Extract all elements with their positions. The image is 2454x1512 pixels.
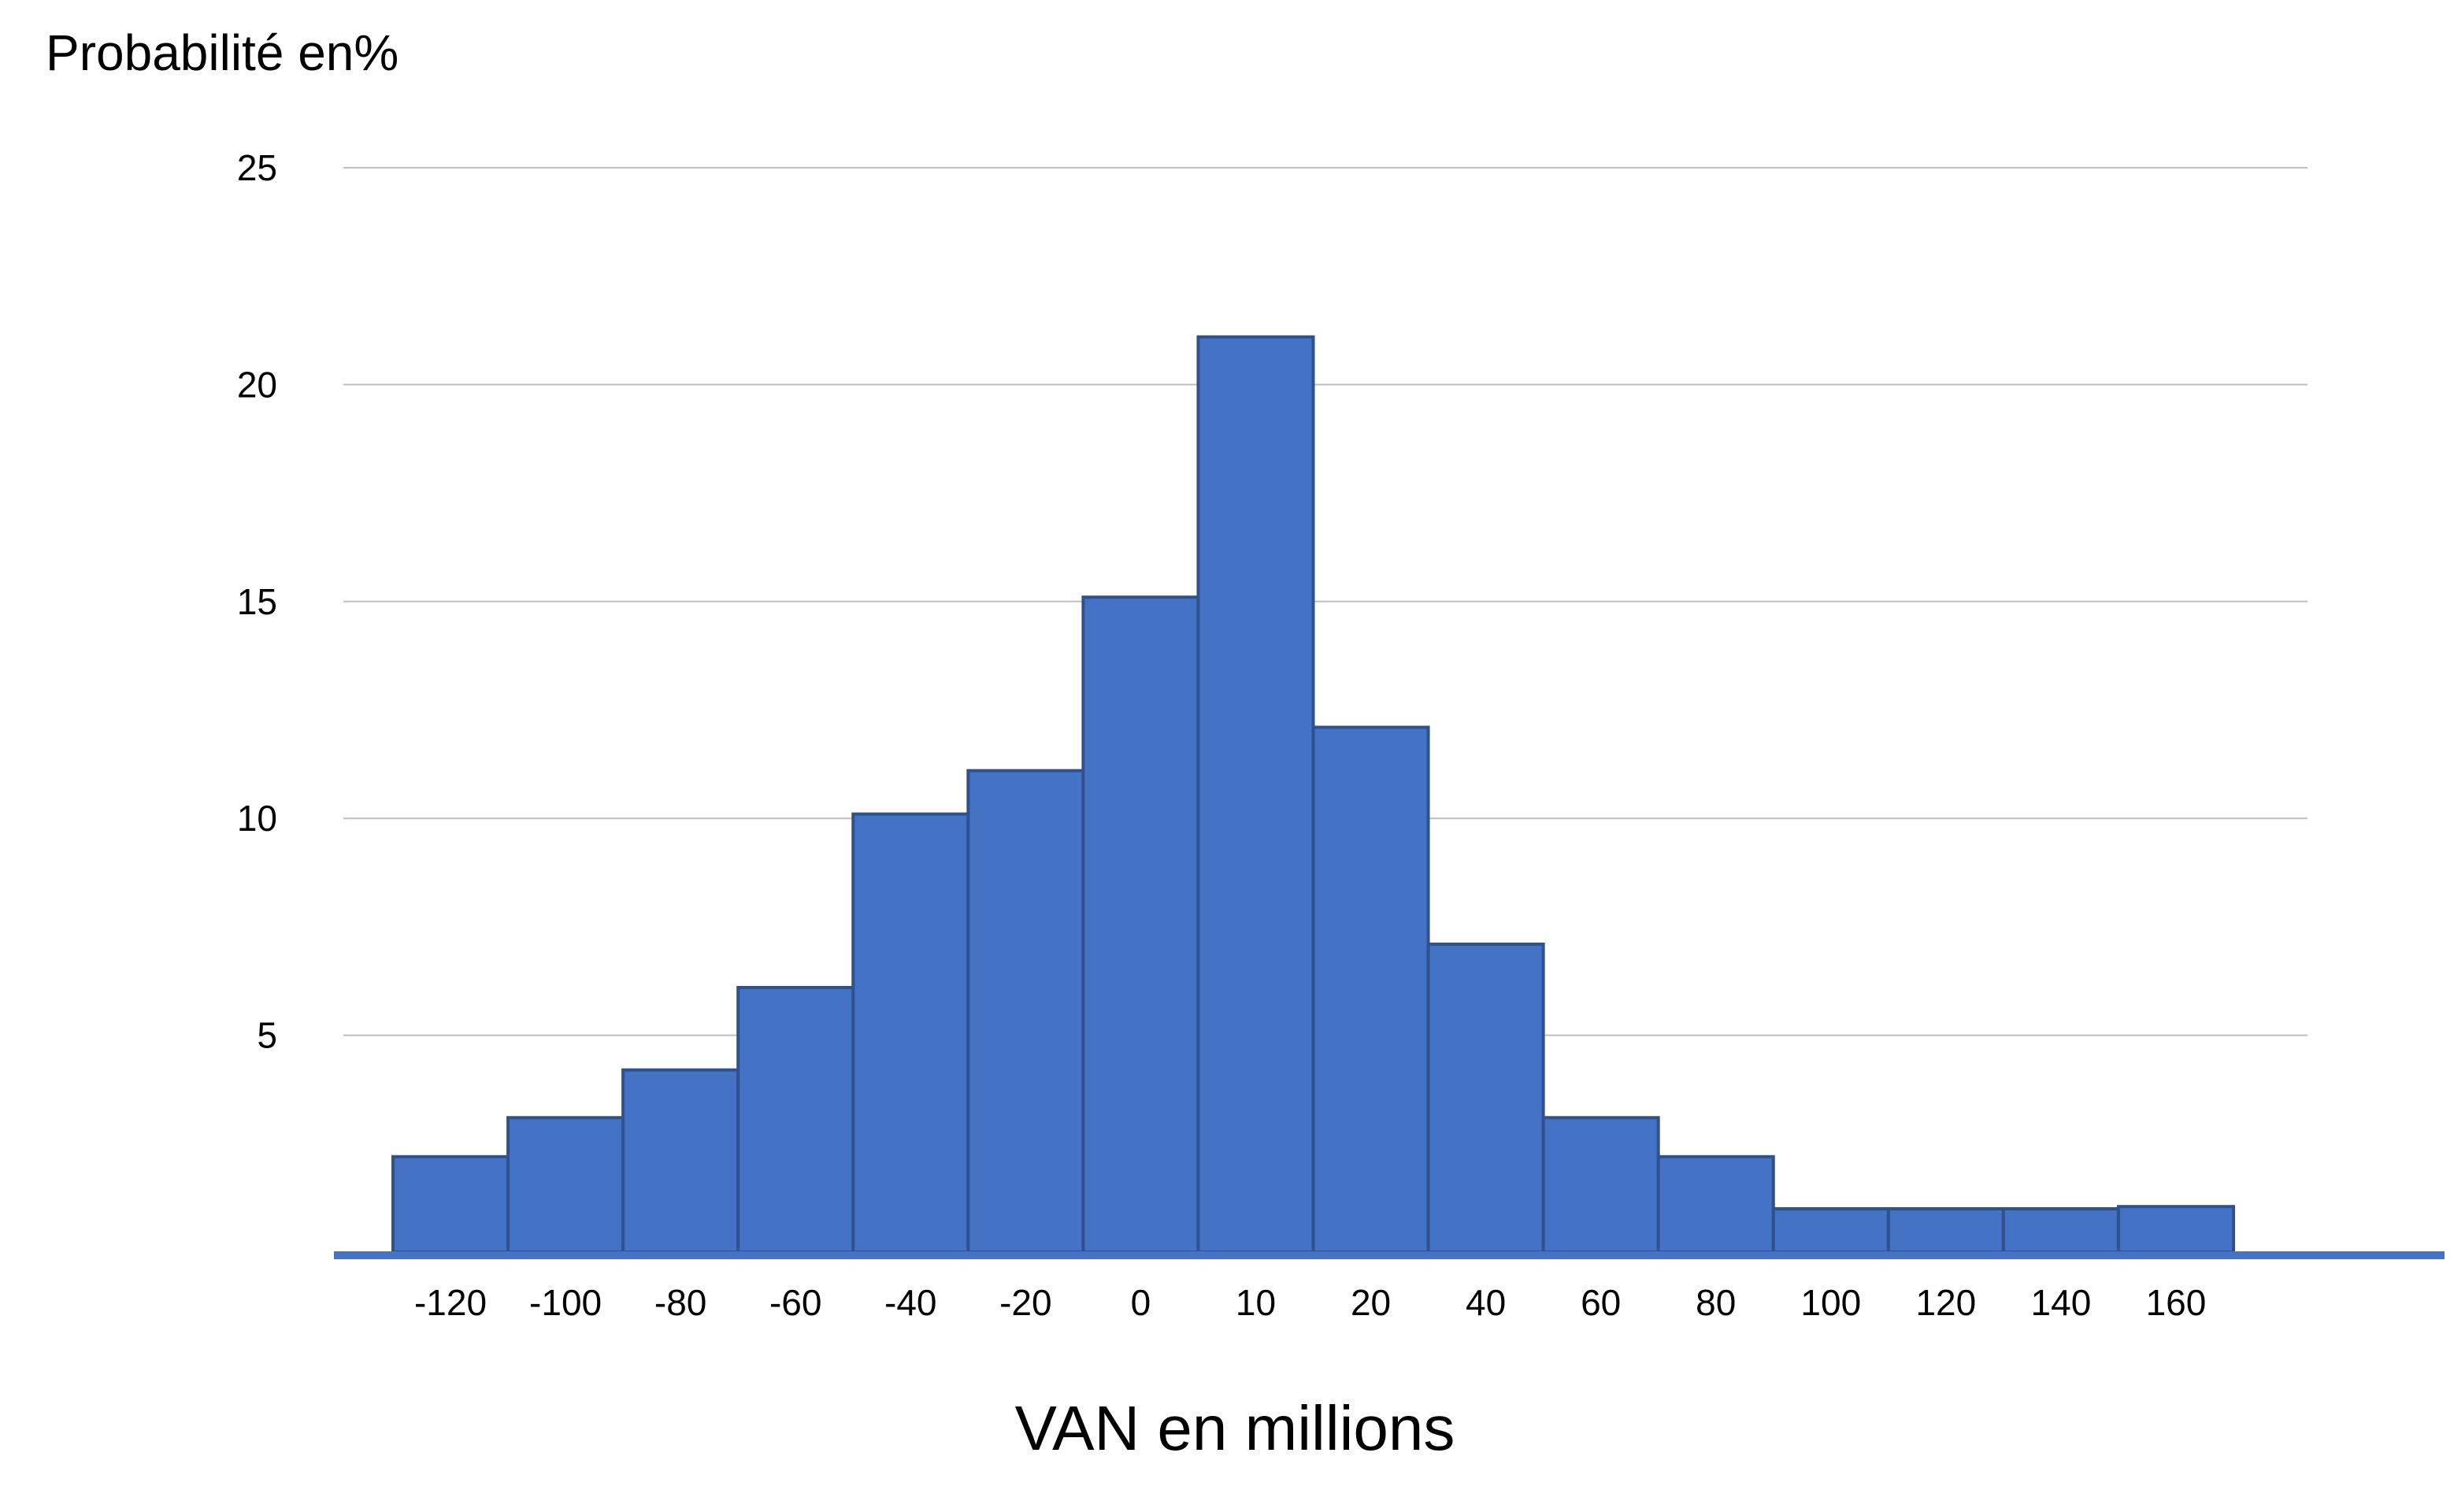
x-tick-label: -60 <box>769 1282 821 1323</box>
x-tick-label: 160 <box>2146 1282 2207 1323</box>
bar-20 <box>1311 725 1430 1254</box>
bar--100 <box>506 1116 625 1254</box>
y-tick-label: 25 <box>237 147 277 188</box>
x-tick-label: -20 <box>999 1282 1051 1323</box>
y-axis-title: Probabilité en% <box>46 24 399 81</box>
bar--60 <box>736 986 855 1254</box>
bar--20 <box>966 769 1085 1254</box>
bar--40 <box>851 812 970 1254</box>
y-tick-label: 5 <box>257 1015 277 1056</box>
bar--120 <box>391 1154 510 1254</box>
x-tick-label: 120 <box>1915 1282 1976 1323</box>
bar-80 <box>1656 1154 1775 1254</box>
x-tick-label: 80 <box>1696 1282 1736 1323</box>
x-tick-label: 60 <box>1581 1282 1621 1323</box>
x-tick-label: 40 <box>1466 1282 1506 1323</box>
y-tick-label: 10 <box>237 798 277 839</box>
bar-10 <box>1196 335 1315 1254</box>
bar-160 <box>2116 1205 2235 1254</box>
bar-0 <box>1081 595 1200 1254</box>
x-axis-title: VAN en millions <box>1014 1393 1455 1463</box>
y-tick-label: 15 <box>237 581 277 622</box>
x-tick-label: 20 <box>1351 1282 1391 1323</box>
bar-140 <box>2001 1206 2120 1254</box>
x-tick-label: 0 <box>1131 1282 1151 1323</box>
x-tick-label: -100 <box>529 1282 602 1323</box>
x-tick-label: -40 <box>884 1282 936 1323</box>
bar-40 <box>1426 942 1545 1254</box>
y-tick-label: 20 <box>237 364 277 405</box>
x-tick-label: 100 <box>1800 1282 1861 1323</box>
x-tick-label: 140 <box>2031 1282 2092 1323</box>
bar-120 <box>1886 1206 2005 1254</box>
x-tick-label: -80 <box>654 1282 706 1323</box>
bar-60 <box>1541 1116 1660 1254</box>
bar-100 <box>1771 1206 1890 1254</box>
bar--80 <box>621 1068 740 1254</box>
x-tick-label: 10 <box>1236 1282 1276 1323</box>
x-tick-label: -120 <box>414 1282 487 1323</box>
